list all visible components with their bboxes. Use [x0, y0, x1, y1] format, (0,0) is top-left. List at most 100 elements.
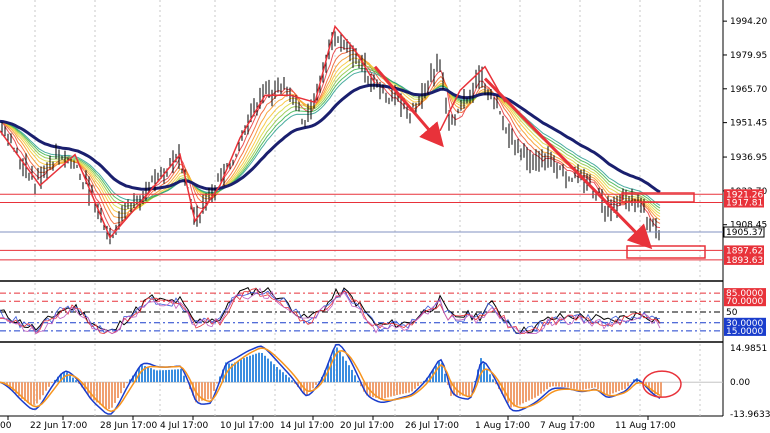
- price-tick-label: 1994.20: [730, 17, 767, 27]
- level-price-text: 1897.62: [726, 246, 763, 256]
- macd-histogram-bar: [66, 372, 68, 383]
- macd-histogram-bar: [459, 382, 461, 396]
- time-tick-label: 00: [0, 421, 12, 431]
- macd-histogram-bar: [627, 382, 629, 387]
- macd-histogram-bar: [375, 382, 377, 398]
- macd-histogram-bar: [555, 382, 557, 387]
- rsi-level-text: 30.0000: [726, 319, 763, 329]
- level-price-badge: [724, 189, 764, 200]
- macd-histogram-bar: [333, 350, 335, 383]
- time-tick-label: 28 Jun 17:00: [100, 421, 157, 431]
- macd-histogram-bar: [348, 365, 350, 383]
- target-box: [626, 245, 706, 259]
- macd-histogram-bar: [522, 382, 524, 404]
- macd-histogram-bar: [588, 382, 590, 389]
- macd-histogram-bar: [609, 382, 611, 395]
- macd-histogram-bar: [267, 358, 269, 383]
- time-tick-label: 10 Jul 17:00: [220, 421, 274, 431]
- macd-histogram-bar: [153, 369, 155, 383]
- macd-histogram-bar: [276, 367, 278, 383]
- macd-histogram-bar: [489, 374, 491, 383]
- macd-histogram-bar: [69, 374, 71, 383]
- macd-histogram-bar: [447, 382, 449, 385]
- macd-histogram-bar: [183, 375, 185, 383]
- macd-histogram-bar: [102, 382, 104, 407]
- macd-histogram-bar: [315, 382, 317, 385]
- macd-histogram-bar: [558, 382, 560, 387]
- rsi-level-badge: [724, 296, 766, 307]
- rsi-level-badge: [724, 325, 766, 336]
- macd-histogram-bar: [453, 382, 455, 396]
- macd-histogram-bar: [126, 382, 128, 384]
- macd-histogram-bar: [141, 365, 143, 383]
- price-tick-label: 1951.45: [730, 119, 767, 129]
- macd-histogram-bar: [57, 376, 59, 383]
- macd-histogram-bar: [624, 382, 626, 389]
- rsi-level-text: 50: [726, 308, 738, 318]
- rsi-line: [0, 287, 661, 335]
- macd-histogram-bar: [75, 380, 77, 383]
- macd-histogram-bar: [240, 359, 242, 383]
- macd-histogram-bar: [435, 365, 437, 383]
- macd-histogram-bar: [393, 382, 395, 396]
- trend-annotations[interactable]: [0, 24, 706, 259]
- main-price-panel[interactable]: [0, 0, 723, 280]
- rsi-level-badge: [724, 288, 766, 299]
- macd-histogram-bar: [516, 382, 518, 406]
- resistance-box: [621, 192, 695, 203]
- macd-histogram-bar: [288, 377, 290, 383]
- macd-histogram-bar: [606, 382, 608, 396]
- time-tick-label: 11 Aug 17:00: [615, 421, 676, 431]
- macd-histogram-bar: [12, 382, 14, 391]
- macd-histogram-bar: [444, 373, 446, 383]
- macd-histogram-bar: [204, 382, 206, 400]
- macd-histogram-bar: [15, 382, 17, 394]
- rsi-level-text: 85.0000: [726, 289, 763, 299]
- macd-histogram-bar: [222, 369, 224, 383]
- macd-histogram-bar: [24, 382, 26, 401]
- macd-histogram-bar: [381, 382, 383, 399]
- macd-histogram-bar: [330, 357, 332, 383]
- macd-histogram-bar: [36, 382, 38, 404]
- macd-histogram-bar: [543, 382, 545, 392]
- macd-histogram-bar: [396, 382, 398, 395]
- macd-histogram-bar: [372, 382, 374, 398]
- time-tick-label: 20 Jul 17:00: [340, 421, 394, 431]
- highlight-circle: [642, 370, 682, 398]
- macd-histogram-bar: [39, 382, 41, 400]
- macd-histogram-bar: [534, 382, 536, 398]
- macd-histogram-bar: [264, 355, 266, 383]
- macd-histogram-bar: [180, 369, 182, 383]
- level-price-text: 1893.63: [726, 256, 763, 266]
- macd-histogram-bar: [120, 382, 122, 394]
- macd-histogram-bar: [252, 354, 254, 383]
- macd-histogram-bar: [363, 382, 365, 392]
- macd-histogram-bar: [111, 382, 113, 408]
- macd-histogram-bar: [552, 382, 554, 387]
- macd-histogram-bar: [573, 382, 575, 389]
- macd-histogram-bar: [159, 370, 161, 383]
- macd-histogram-bar: [384, 382, 386, 399]
- macd-histogram-bar: [420, 382, 422, 384]
- macd-histogram-bar: [225, 362, 227, 383]
- macd-histogram-bar: [96, 382, 98, 403]
- time-tick-label: 7 Aug 17:00: [540, 421, 595, 431]
- macd-histogram-bar: [399, 382, 401, 395]
- macd-histogram-bar: [597, 382, 599, 389]
- ma-ribbon-line: [0, 53, 661, 221]
- macd-histogram-bar: [228, 363, 230, 383]
- macd-histogram-bar: [210, 382, 212, 399]
- macd-histogram-bar: [72, 377, 74, 383]
- macd-histogram-bar: [411, 382, 413, 392]
- macd-histogram-bar: [603, 382, 605, 395]
- macd-histogram-bar: [273, 364, 275, 383]
- macd-histogram-bar: [162, 370, 164, 383]
- level-price-badge: [724, 245, 764, 256]
- macd-histogram-bar: [654, 382, 656, 394]
- macd-histogram-bar: [540, 382, 542, 394]
- macd-histogram-bar: [579, 382, 581, 390]
- macd-histogram-bar: [660, 382, 662, 397]
- macd-histogram-bar: [378, 382, 380, 399]
